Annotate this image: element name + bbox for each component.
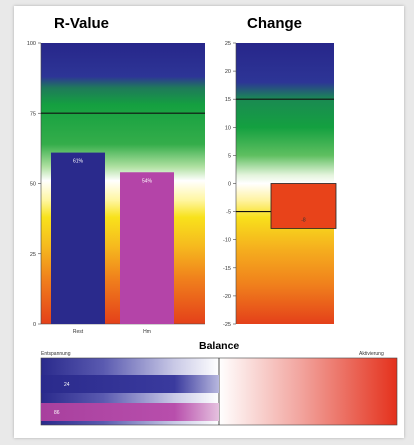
r-value-category-label: Hm: [143, 329, 151, 335]
change-tick-label: 25: [225, 41, 231, 47]
r-value-data-label: 54%: [142, 178, 153, 184]
r-value-tick-label: 75: [30, 111, 36, 117]
balance-bar: [41, 375, 219, 393]
change-tick-label: 20: [225, 69, 231, 75]
r-value-bar: [120, 172, 174, 324]
balance-title: Balance: [199, 340, 239, 352]
change-tick-label: 15: [225, 97, 231, 103]
balance-bar: [41, 403, 219, 421]
change-title: Change: [247, 15, 302, 32]
change-tick-label: -20: [223, 294, 231, 300]
balance-left-label: Entspannung: [41, 351, 71, 357]
balance-right-label: Aktivierung: [359, 351, 384, 357]
r-value-tick-label: 0: [33, 322, 36, 328]
change-tick-label: 5: [228, 153, 231, 159]
r-value-tick-label: 50: [30, 182, 36, 188]
r-value-category-label: Rest: [73, 329, 84, 335]
change-tick-label: -5: [226, 210, 231, 216]
change-bar: [270, 183, 337, 229]
change-tick-label: 0: [228, 182, 231, 188]
change-tick-label: 10: [225, 125, 231, 131]
r-value-title: R-Value: [54, 15, 109, 32]
chart-panel: R-Value 0 25 50 75 100 61% Rest 54% Hm Change 2…: [14, 6, 404, 438]
r-value-data-label: 61%: [73, 159, 84, 165]
r-value-tick-label: 100: [27, 41, 36, 47]
balance-right-background: [219, 358, 397, 425]
balance-data-label: 24: [64, 382, 70, 388]
r-value-bar: [51, 152, 105, 324]
change-tick-label: -25: [223, 322, 231, 328]
r-value-tick-label: 25: [30, 252, 36, 258]
change-tick-label: -10: [223, 238, 231, 244]
change-tick-label: -15: [223, 266, 231, 272]
change-data-label: -8: [301, 217, 306, 223]
balance-data-label: 86: [54, 410, 60, 416]
